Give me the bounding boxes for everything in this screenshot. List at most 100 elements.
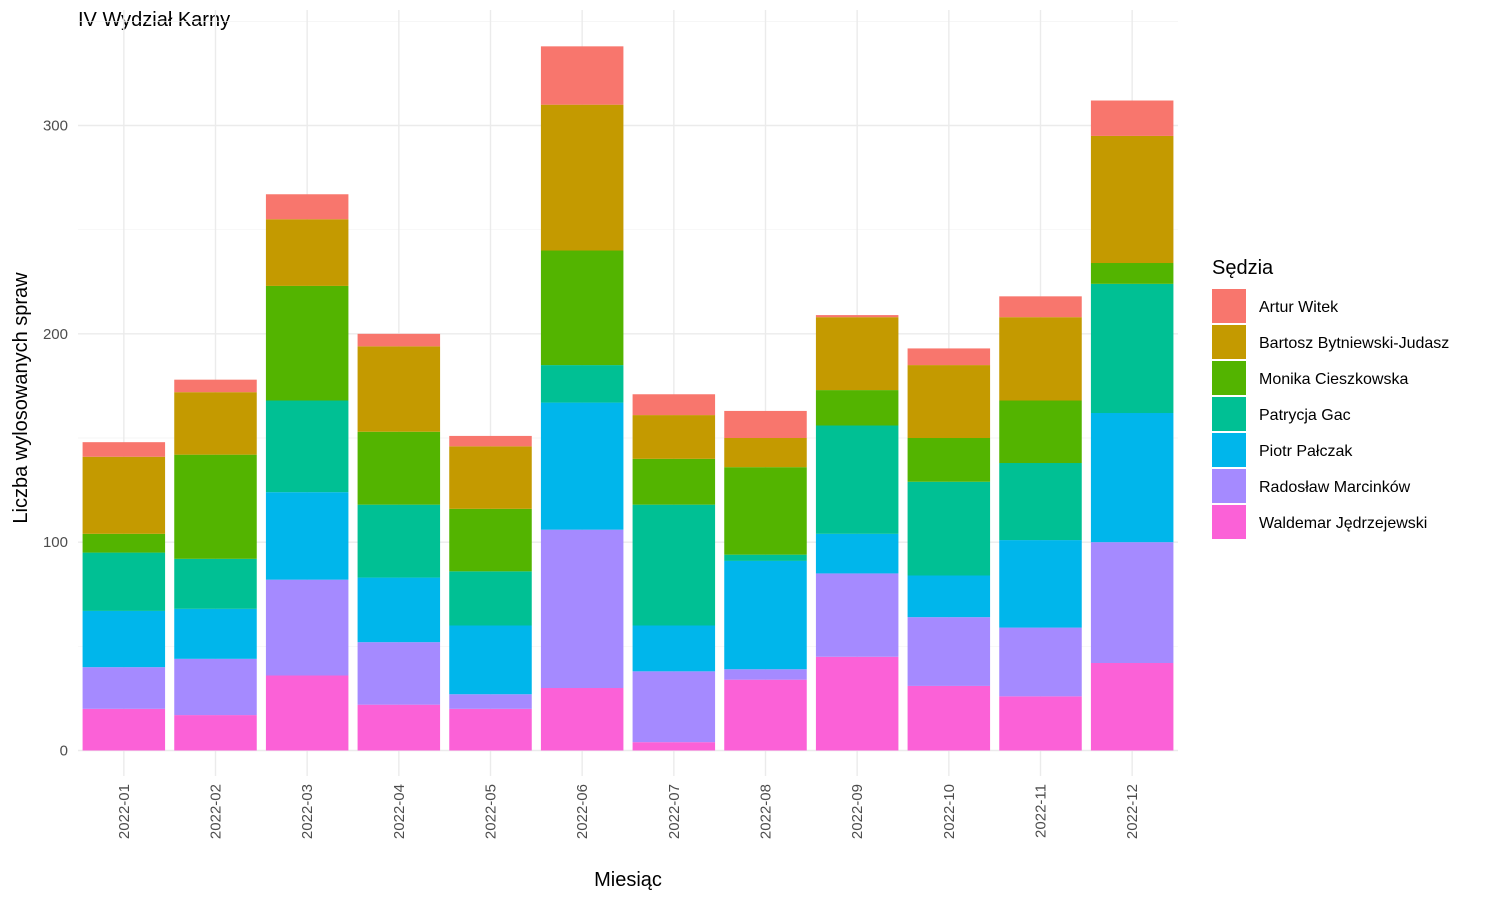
chart-title: IV Wydział Karny: [78, 9, 230, 31]
bar-segment: [449, 446, 532, 509]
bar-segment: [632, 504, 716, 626]
bar-segment: [815, 425, 899, 534]
bar-segment: [540, 46, 624, 105]
x-tick-label: 2022-10: [941, 784, 958, 839]
bar-segment: [449, 625, 532, 695]
x-tick-label: 2022-02: [208, 784, 225, 839]
bar-stack-2022-08: [724, 410, 807, 751]
bar-segment: [540, 250, 624, 366]
legend-swatch: [1212, 289, 1246, 323]
bar-segment: [540, 402, 624, 530]
bar-segment: [907, 617, 991, 686]
legend-item: Patrycja Gac: [1212, 397, 1351, 431]
legend-swatch: [1212, 397, 1246, 431]
bar-segment: [357, 642, 441, 705]
bar-segment: [265, 194, 349, 220]
legend-label: Artur Witek: [1259, 299, 1339, 316]
x-tick-label: 2022-06: [574, 784, 591, 839]
bar-segment: [632, 625, 716, 672]
bar-segment: [632, 458, 716, 505]
bar-segment: [174, 608, 257, 659]
bar-stack-2022-05: [449, 435, 532, 751]
legend-items: Artur Witek Bartosz Bytniewski-Judasz Moni…: [1212, 289, 1449, 539]
bar-segment: [174, 558, 257, 609]
legend-item: Bartosz Bytniewski-Judasz: [1212, 325, 1449, 359]
x-tick-label: 2022-01: [116, 784, 133, 839]
bar-segment: [174, 392, 257, 455]
bar-segment: [1090, 263, 1174, 284]
bar-stack-2022-07: [632, 394, 716, 751]
bar-segment: [999, 696, 1082, 751]
bar-segment: [82, 533, 166, 553]
bar-segment: [449, 708, 532, 751]
bar-segment: [815, 315, 899, 318]
bar-segment: [999, 400, 1082, 464]
legend-label: Bartosz Bytniewski-Judasz: [1259, 335, 1449, 352]
bar-segment: [907, 438, 991, 482]
bar-segment: [724, 410, 807, 439]
bar-segment: [357, 704, 441, 751]
bar-segment: [724, 669, 807, 680]
bar-segment: [999, 627, 1082, 697]
bars: [82, 46, 1174, 751]
bar-segment: [82, 708, 166, 751]
bar-segment: [174, 715, 257, 751]
bar-segment: [999, 296, 1082, 318]
bar-segment: [357, 577, 441, 643]
legend-swatch: [1212, 361, 1246, 395]
bar-stack-2022-02: [174, 379, 257, 751]
x-tick-label: 2022-04: [391, 784, 408, 839]
legend-title: Sędzia: [1212, 257, 1274, 279]
bar-segment: [540, 365, 624, 403]
bar-segment: [724, 560, 807, 670]
legend-label: Waldemar Jędrzejewski: [1259, 515, 1427, 532]
x-tick-label: 2022-11: [1033, 784, 1050, 838]
y-tick-label: 100: [43, 534, 68, 551]
bar-segment: [724, 438, 807, 468]
bar-segment: [357, 431, 441, 505]
legend: Sędzia Artur Witek Bartosz Bytniewski-Jud…: [1212, 257, 1449, 539]
y-axis-ticks: 0 100 200 300: [43, 118, 68, 760]
bar-segment: [174, 454, 257, 559]
x-tick-label: 2022-08: [758, 784, 775, 839]
legend-swatch: [1212, 505, 1246, 539]
x-tick-label: 2022-07: [666, 784, 683, 839]
bar-segment: [999, 317, 1082, 401]
legend-label: Piotr Pałczak: [1259, 443, 1353, 460]
bar-segment: [265, 492, 349, 580]
bar-segment: [449, 694, 532, 709]
bar-segment: [82, 667, 166, 709]
y-tick-label: 200: [43, 326, 68, 343]
bar-segment: [357, 333, 441, 347]
bar-segment: [174, 379, 257, 393]
bar-segment: [82, 552, 166, 611]
bar-segment: [357, 346, 441, 432]
x-tick-label: 2022-05: [483, 784, 500, 839]
x-axis-ticks: 2022-01 2022-02 2022-03 2022-04 2022-05 2022-…: [116, 784, 1141, 839]
bar-segment: [815, 390, 899, 426]
bar-segment: [1090, 100, 1174, 136]
bar-segment: [265, 675, 349, 751]
y-tick-label: 300: [43, 118, 68, 135]
legend-item: Radosław Marcinków: [1212, 469, 1411, 503]
legend-item: Monika Cieszkowska: [1212, 361, 1408, 395]
bar-segment: [265, 219, 349, 286]
bar-segment: [174, 658, 257, 716]
bar-stack-2022-12: [1090, 100, 1174, 751]
bar-segment: [907, 685, 991, 751]
bar-segment: [999, 540, 1082, 628]
bar-segment: [449, 508, 532, 572]
x-tick-label: 2022-09: [849, 784, 866, 839]
bar-segment: [724, 554, 807, 561]
bar-segment: [632, 394, 716, 416]
bar-segment: [82, 610, 166, 668]
x-tick-label: 2022-03: [299, 784, 316, 839]
bar-segment: [1090, 283, 1174, 414]
bar-stack-2022-10: [907, 348, 991, 751]
legend-swatch: [1212, 469, 1246, 503]
bar-segment: [907, 575, 991, 618]
bar-segment: [449, 435, 532, 447]
bar-segment: [449, 571, 532, 626]
bar-segment: [1090, 135, 1174, 264]
bar-segment: [1090, 663, 1174, 751]
